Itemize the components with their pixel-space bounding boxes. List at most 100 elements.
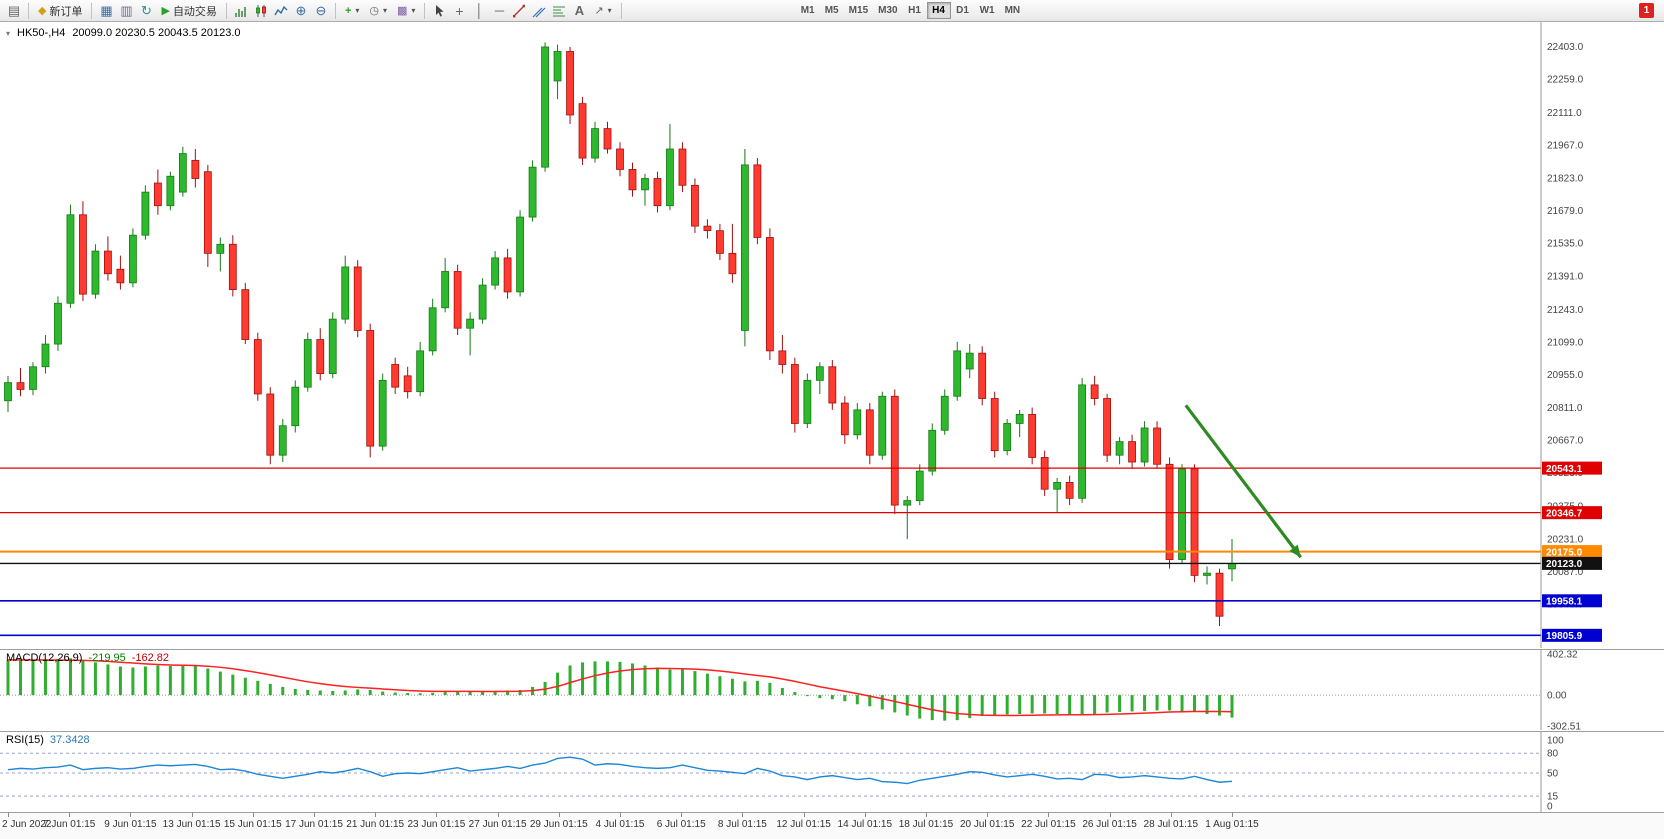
- panel-divider[interactable]: [0, 731, 1664, 732]
- macd-canvas[interactable]: 402.32 0.00 -302.51: [0, 650, 1664, 730]
- indicators-plus-icon: +: [344, 4, 352, 17]
- price-badge: [1542, 594, 1602, 608]
- rsi-value: 37.3428: [49, 734, 90, 746]
- macd-axis-labels: 402.32 0.00 -302.51: [1547, 650, 1581, 730]
- symbol-timeframe-label: HK50-,H4: [17, 27, 66, 39]
- charts-button[interactable]: ▦: [96, 2, 116, 20]
- time-tick: [252, 813, 254, 817]
- app-menu-button[interactable]: ▤: [4, 2, 24, 20]
- svg-text:-302.51: -302.51: [1547, 722, 1581, 731]
- new-order-button[interactable]: ◆ 新订单: [33, 2, 87, 20]
- svg-text:22111.0: 22111.0: [1547, 108, 1582, 119]
- macd-main-value: -219.95: [88, 652, 126, 664]
- svg-text:20123.0: 20123.0: [1546, 559, 1583, 570]
- rsi-axis-labels: 100 80 50 150: [1547, 736, 1564, 813]
- time-tick: [1232, 813, 1233, 817]
- timeframe-button-h1[interactable]: H1: [908, 5, 921, 16]
- line-chart-button[interactable]: [271, 2, 291, 20]
- templates-button[interactable]: ▩ ▾: [392, 2, 420, 20]
- toolbar-separator: [620, 2, 622, 19]
- timeframe-button-m30[interactable]: M30: [878, 5, 898, 16]
- rsi-canvas[interactable]: 100 80 50 150: [0, 732, 1664, 812]
- cursor-tool-button[interactable]: [429, 2, 449, 20]
- svg-text:20231.0: 20231.0: [1547, 534, 1584, 545]
- svg-text:22259.0: 22259.0: [1547, 74, 1584, 85]
- time-tick: [1109, 813, 1111, 817]
- cursor-icon: [436, 4, 444, 17]
- clock-icon: ◷: [369, 5, 379, 17]
- svg-text:20175.0: 20175.0: [1546, 547, 1583, 558]
- horizontal-line-icon: ─: [494, 3, 505, 18]
- toolbar-separator: [225, 2, 227, 19]
- crosshair-tool-button[interactable]: +: [449, 2, 469, 20]
- refresh-button[interactable]: ↻: [136, 2, 156, 20]
- text-icon: A: [574, 3, 585, 18]
- charts-icon: ▦: [100, 2, 113, 18]
- zoom-in-button[interactable]: ⊕: [291, 2, 311, 20]
- auto-trading-button[interactable]: ▶ 自动交易: [156, 2, 221, 20]
- zoom-out-button[interactable]: ⊖: [311, 2, 331, 20]
- time-tick: [803, 813, 805, 817]
- time-label: 7 Jun 01:15: [43, 819, 96, 830]
- time-tick: [69, 813, 71, 817]
- panel-divider: [0, 812, 1664, 813]
- svg-text:0.00: 0.00: [1547, 691, 1567, 702]
- time-label: 21 Jun 01:15: [346, 819, 405, 830]
- candlestick-icon: [256, 4, 266, 17]
- time-tick: [620, 813, 621, 817]
- templates-icon: ▩: [397, 5, 408, 17]
- svg-text:80: 80: [1547, 749, 1559, 760]
- bar-chart-button[interactable]: [231, 2, 251, 20]
- time-label: 18 Jul 01:15: [898, 819, 954, 830]
- time-axis[interactable]: 2 Jun 2022 7 Jun 01:15 9 Jun 01:15 13 Jun 0…: [0, 813, 1664, 839]
- profiles-button[interactable]: ▥: [116, 2, 136, 20]
- time-label: 2 Jun 2022: [2, 819, 52, 830]
- notification-badge[interactable]: 1: [1639, 3, 1654, 18]
- chart-symbol-header: ▾ HK50-,H4 20099.0 20230.5 20043.5 20123…: [6, 27, 241, 39]
- svg-text:50: 50: [1547, 769, 1559, 780]
- trendline-tool-button[interactable]: [509, 2, 529, 20]
- timeframe-button-m1[interactable]: M1: [800, 5, 815, 16]
- chart-dropdown-icon: ▾: [6, 28, 11, 38]
- panel-divider[interactable]: [0, 649, 1664, 650]
- arrows-tool-button[interactable]: ↗ ▾: [589, 2, 616, 20]
- toolbar-separator: [28, 2, 29, 19]
- timeframe-button-m15[interactable]: M15: [848, 5, 869, 16]
- zoom-in-icon: ⊕: [295, 2, 307, 18]
- svg-text:20087.0: 20087.0: [1547, 567, 1584, 578]
- trendline-icon: [513, 4, 526, 17]
- price-badge: [1542, 545, 1602, 559]
- trend-arrow[interactable]: [1184, 404, 1302, 559]
- time-label: 8 Jul 01:15: [717, 819, 767, 830]
- timeframe-button-m5[interactable]: M5: [824, 5, 839, 16]
- rsi-line: [7, 756, 1233, 785]
- vertical-line-tool-button[interactable]: │: [469, 2, 489, 20]
- price-chart-canvas[interactable]: 22403.0 22259.0 22111.0 21967.0 21823.0 21679…: [0, 22, 1664, 648]
- svg-text:22403.0: 22403.0: [1547, 42, 1584, 53]
- time-label: 29 Jun 01:15: [529, 819, 588, 830]
- channel-tool-button[interactable]: [529, 2, 549, 20]
- time-label: 4 Jul 01:15: [595, 819, 645, 830]
- ohlc-values: 20099.0 20230.5 20043.5 20123.0: [72, 27, 241, 39]
- fibonacci-tool-button[interactable]: [549, 2, 569, 20]
- time-label: 17 Jun 01:15: [285, 819, 343, 830]
- svg-text:15: 15: [1547, 792, 1559, 803]
- time-label: 27 Jun 01:15: [468, 819, 527, 830]
- timeframe-button-d1[interactable]: D1: [956, 5, 969, 16]
- candlestick-chart-button[interactable]: [251, 2, 271, 20]
- periods-button[interactable]: ◷ ▾: [364, 2, 392, 20]
- text-tool-button[interactable]: A: [569, 2, 589, 20]
- time-label: 22 Jul 01:15: [1021, 819, 1076, 830]
- time-tick: [864, 813, 866, 817]
- indicators-button[interactable]: + ▾: [340, 2, 364, 20]
- rsi-label: RSI(15) 37.3428: [6, 734, 90, 746]
- fibonacci-icon: [553, 5, 566, 17]
- time-label: 12 Jul 01:15: [776, 819, 831, 830]
- horizontal-line-tool-button[interactable]: ─: [489, 2, 509, 20]
- timeframe-button-w1[interactable]: W1: [979, 5, 995, 16]
- line-chart-icon: [274, 5, 288, 15]
- timeframe-button-mn[interactable]: MN: [1004, 5, 1021, 16]
- timeframe-button-h4[interactable]: H4: [926, 2, 951, 19]
- crosshair-icon: +: [455, 2, 464, 19]
